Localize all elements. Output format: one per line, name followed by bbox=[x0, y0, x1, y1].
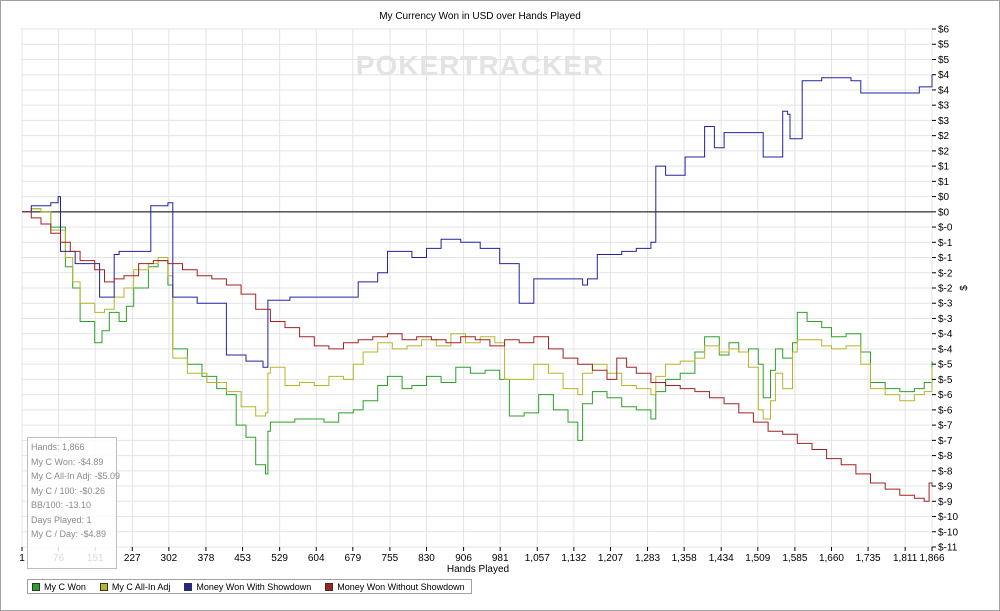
legend-item-without-showdown[interactable]: Money Won Without Showdown bbox=[325, 581, 465, 592]
y-tick-label: $-10 bbox=[938, 527, 958, 538]
x-tick-label: 1,283 bbox=[635, 553, 660, 564]
y-tick-label: $-1 bbox=[938, 238, 953, 249]
y-tick-label: $-4 bbox=[938, 344, 953, 355]
x-tick-label: 227 bbox=[124, 553, 141, 564]
x-axis-title: Hands Played bbox=[447, 564, 509, 575]
y-tick-label: $2 bbox=[938, 131, 950, 142]
y-tick-label: $3 bbox=[938, 101, 950, 112]
x-tick-label: 830 bbox=[418, 553, 435, 564]
chart-title: My Currency Won in USD over Hands Played bbox=[379, 11, 581, 22]
stat-bb-100: BB/100: -13.10 bbox=[31, 500, 92, 510]
y-tick-label: $-7 bbox=[938, 436, 953, 447]
y-tick-label: $-2 bbox=[938, 284, 953, 295]
x-tick-label: 1,434 bbox=[709, 553, 734, 564]
stat-days: Days Played: 1 bbox=[31, 514, 92, 525]
x-tick-label: 604 bbox=[308, 553, 325, 564]
y-tick-label: $1 bbox=[938, 177, 950, 188]
y-tick-label: $-1 bbox=[938, 253, 953, 264]
legend-item-with-showdown[interactable]: Money Won With Showdown bbox=[184, 582, 311, 592]
y-tick-label: $0 bbox=[938, 192, 950, 203]
x-tick-label: 1,509 bbox=[745, 553, 770, 564]
y-tick-label: $-8 bbox=[938, 466, 953, 477]
stat-per-day: My C / Day: -$4.89 bbox=[31, 529, 107, 539]
x-tick-label: 1,735 bbox=[856, 553, 881, 564]
y-tick-label: $-5 bbox=[938, 375, 953, 386]
y-tick-label: $-5 bbox=[938, 360, 953, 371]
x-tick-label: 1,358 bbox=[672, 553, 697, 564]
stat-won: My C Won: -$4.89 bbox=[31, 456, 104, 467]
x-tick-label: 906 bbox=[455, 553, 472, 564]
x-tick-label: 453 bbox=[234, 553, 251, 564]
watermark-logo: POKERTRACKER bbox=[356, 50, 604, 81]
legend-swatch bbox=[32, 582, 40, 591]
x-tick-label: 1,057 bbox=[525, 553, 550, 564]
x-tick-label: 1,585 bbox=[782, 553, 807, 564]
legend-swatch bbox=[184, 582, 193, 591]
x-tick-label: 1,866 bbox=[919, 553, 944, 564]
stat-hands: Hands: 1,866 bbox=[31, 442, 85, 452]
y-tick-label: $-6 bbox=[938, 405, 953, 416]
series-line-2 bbox=[22, 74, 933, 368]
x-tick-label: 1,132 bbox=[561, 553, 586, 564]
y-tick-label: $-10 bbox=[938, 512, 958, 523]
y-tick-label: $-9 bbox=[938, 482, 953, 493]
x-tick-label: 302 bbox=[161, 553, 178, 564]
x-axis-ticks: 1761512273023784535296046797558309069811… bbox=[19, 547, 945, 564]
legend-item-my-c-won[interactable]: My C Won bbox=[32, 582, 86, 592]
x-tick-label: 679 bbox=[344, 553, 361, 564]
x-tick-label: 981 bbox=[492, 553, 509, 564]
y-tick-label: $-0 bbox=[938, 223, 953, 234]
legend-swatch bbox=[99, 582, 108, 591]
stat-allin: My C All-In Adj: -$5.09 bbox=[31, 471, 121, 481]
stats-box: Hands: 1,866 My C Won: -$4.89 My C All-I… bbox=[27, 437, 121, 569]
y-tick-label: $-8 bbox=[938, 451, 953, 462]
y-tick-label: $5 bbox=[938, 55, 950, 66]
legend-label: Money Won Without Showdown bbox=[337, 581, 465, 592]
y-tick-label: $6 bbox=[938, 25, 950, 36]
x-tick-label: 1,207 bbox=[598, 553, 623, 564]
series-line-0 bbox=[22, 208, 933, 475]
y-tick-label: $-6 bbox=[938, 390, 953, 401]
series-line-1 bbox=[22, 208, 933, 420]
y-tick-label: $1 bbox=[938, 162, 950, 173]
legend-label: My C All-In Adj bbox=[111, 581, 171, 592]
y-tick-label: $4 bbox=[938, 70, 950, 81]
y-tick-label: $-11 bbox=[938, 543, 958, 554]
y-axis-title: $ bbox=[959, 285, 970, 291]
y-tick-label: $5 bbox=[938, 40, 950, 51]
x-tick-label: 1,660 bbox=[819, 553, 844, 564]
stat-per-100: My C / 100: -$0.26 bbox=[31, 485, 106, 496]
x-tick-label: 1,811 bbox=[893, 553, 918, 564]
y-tick-label: $4 bbox=[938, 85, 950, 96]
y-tick-label: $-7 bbox=[938, 421, 953, 432]
x-tick-label: 529 bbox=[271, 553, 288, 564]
chart-legend: My C Won My C All-In Adj Money Won With … bbox=[27, 579, 472, 594]
legend-label: Money Won With Showdown bbox=[196, 581, 312, 592]
legend-label: My C Won bbox=[44, 581, 86, 592]
x-tick-label: 755 bbox=[382, 553, 399, 564]
y-tick-label: $-9 bbox=[938, 497, 953, 508]
y-tick-label: $-3 bbox=[938, 314, 953, 325]
legend-item-all-in-adj[interactable]: My C All-In Adj bbox=[99, 581, 171, 592]
series-line-3 bbox=[22, 211, 933, 502]
y-axis-ticks: $6 $5 $5 $4 $4 $3 $3 $2 $2 $1 $1 $0 $0 $-0 $-1 $-1 $-2 $-… bbox=[932, 25, 958, 554]
y-tick-label: $2 bbox=[938, 146, 950, 157]
x-tick-label: 1 bbox=[19, 553, 25, 564]
x-tick-label: 378 bbox=[198, 553, 215, 564]
y-tick-label: $3 bbox=[938, 116, 950, 127]
y-tick-label: $-3 bbox=[938, 299, 953, 310]
series-lines bbox=[22, 74, 933, 502]
y-tick-label: $-4 bbox=[938, 329, 953, 340]
grid-lines bbox=[21, 28, 933, 548]
y-tick-label: $0 bbox=[938, 207, 950, 218]
y-tick-label: $-2 bbox=[938, 268, 953, 279]
legend-swatch bbox=[325, 582, 334, 591]
